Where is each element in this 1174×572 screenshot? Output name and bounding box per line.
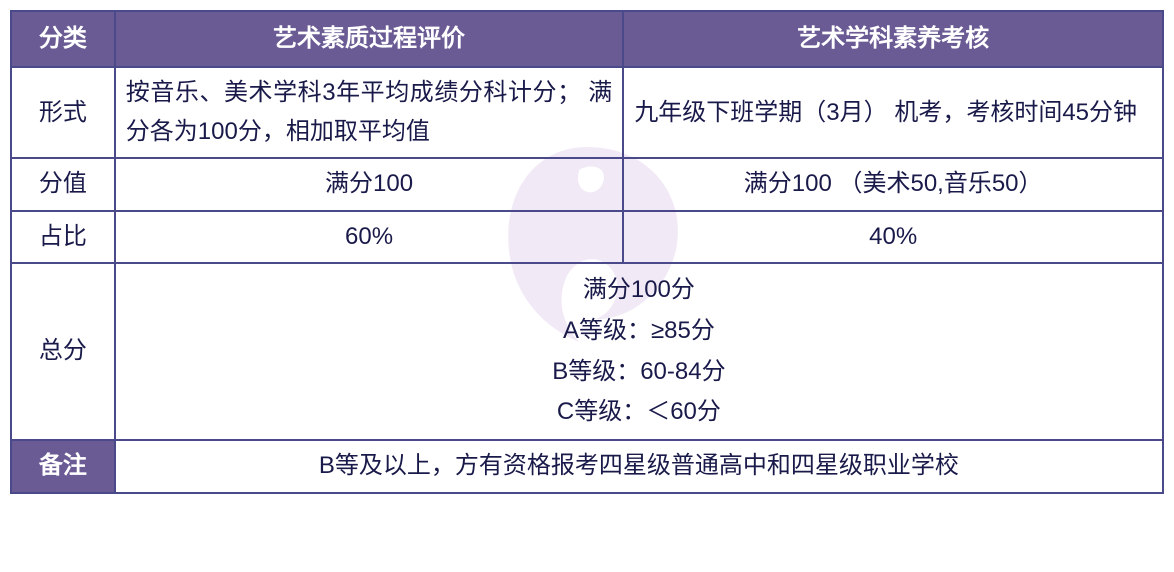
- evaluation-table: 分类 艺术素质过程评价 艺术学科素养考核 形式 按音乐、美术学科3年平均成绩分科…: [10, 10, 1164, 494]
- format-process: 按音乐、美术学科3年平均成绩分科计分； 满分各为100分，相加取平均值: [115, 67, 624, 158]
- total-content: 满分100分 A等级：≥85分 B等级：60-84分 C等级：＜60分: [115, 263, 1163, 440]
- total-line1: 满分100分: [126, 270, 1152, 311]
- format-exam: 九年级下班学期（3月） 机考，考核时间45分钟: [623, 67, 1163, 158]
- remark-label: 备注: [11, 440, 115, 492]
- format-label: 形式: [11, 67, 115, 158]
- header-exam: 艺术学科素养考核: [623, 11, 1163, 67]
- row-format: 形式 按音乐、美术学科3年平均成绩分科计分； 满分各为100分，相加取平均值 九…: [11, 67, 1163, 158]
- weight-exam: 40%: [623, 211, 1163, 263]
- score-label: 分值: [11, 158, 115, 210]
- total-line4: C等级：＜60分: [126, 392, 1152, 433]
- header-category: 分类: [11, 11, 115, 67]
- row-remark: 备注 B等及以上，方有资格报考四星级普通高中和四星级职业学校: [11, 440, 1163, 492]
- weight-process: 60%: [115, 211, 624, 263]
- total-line2: A等级：≥85分: [126, 311, 1152, 352]
- weight-label: 占比: [11, 211, 115, 263]
- header-row: 分类 艺术素质过程评价 艺术学科素养考核: [11, 11, 1163, 67]
- header-process: 艺术素质过程评价: [115, 11, 624, 67]
- row-score: 分值 满分100 满分100 （美术50,音乐50）: [11, 158, 1163, 210]
- total-line3: B等级：60-84分: [126, 352, 1152, 393]
- score-process: 满分100: [115, 158, 624, 210]
- row-weight: 占比 60% 40%: [11, 211, 1163, 263]
- total-label: 总分: [11, 263, 115, 440]
- remark-content: B等及以上，方有资格报考四星级普通高中和四星级职业学校: [115, 440, 1163, 492]
- score-exam: 满分100 （美术50,音乐50）: [623, 158, 1163, 210]
- row-total: 总分 满分100分 A等级：≥85分 B等级：60-84分 C等级：＜60分: [11, 263, 1163, 440]
